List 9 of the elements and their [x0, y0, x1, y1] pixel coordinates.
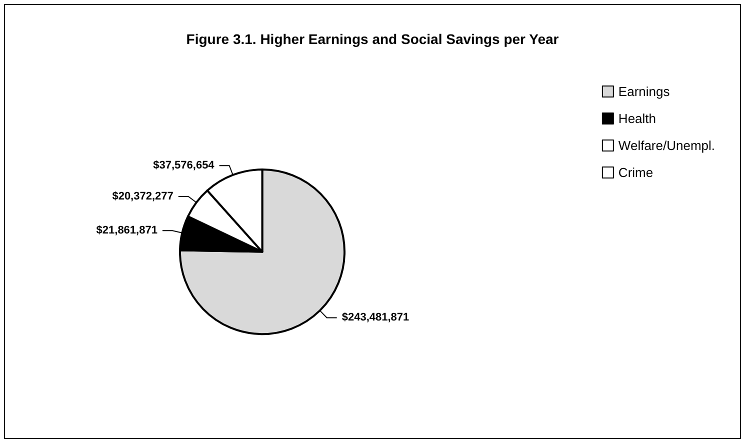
legend-label: Welfare/Unempl.: [618, 138, 716, 153]
legend-label: Health: [618, 111, 656, 126]
legend-label: Earnings: [618, 84, 670, 99]
legend-label: Crime: [618, 165, 654, 180]
data-label: $37,576,654: [153, 160, 216, 172]
chart-title: Figure 3.1. Higher Earnings and Social Savings per Year: [186, 31, 560, 47]
data-label: $21,861,871: [96, 224, 158, 237]
data-label: $243,481,871: [342, 312, 410, 324]
data-label: $20,372,277: [112, 190, 174, 203]
